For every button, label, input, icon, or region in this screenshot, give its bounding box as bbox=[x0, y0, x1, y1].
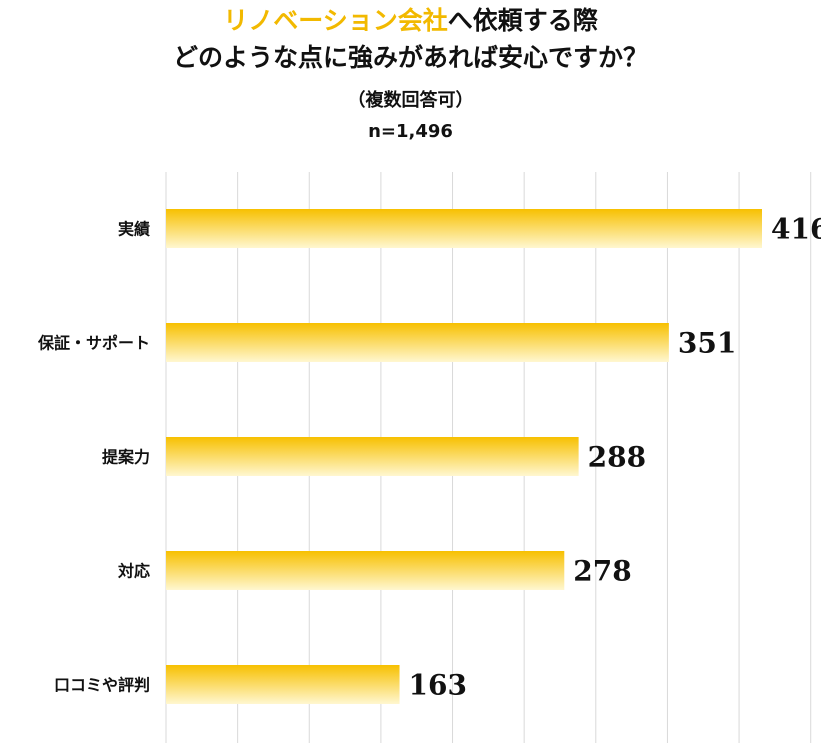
chart-title-line2: どのような点に強みがあれば安心ですか？ bbox=[172, 43, 648, 72]
bar bbox=[166, 551, 565, 590]
bars-group: 実績 416 保証・サポート 351 提案力 288 対応 278 口コミや評判 163 bbox=[37, 209, 821, 704]
value-label: 351 bbox=[678, 327, 736, 360]
value-label: 163 bbox=[409, 669, 467, 702]
value-label: 416 bbox=[771, 213, 821, 246]
chart-title-highlight: リノベーション会社 bbox=[223, 6, 448, 35]
value-label: 288 bbox=[588, 441, 646, 474]
chart-title-line1: リノベーション会社へ依頼する際 bbox=[0, 6, 821, 36]
category-label: 対応 bbox=[117, 562, 150, 581]
bar bbox=[166, 437, 579, 476]
category-label: 口コミや評判 bbox=[54, 676, 150, 695]
chart-title-rest: へ依頼する際 bbox=[447, 6, 598, 35]
bar bbox=[166, 209, 762, 248]
category-label: 実績 bbox=[118, 220, 150, 239]
multiple-answer-note: （複数回答可） bbox=[347, 90, 474, 111]
sample-size: n=1,496 bbox=[368, 121, 453, 142]
value-label: 278 bbox=[573, 555, 631, 588]
category-label: 提案力 bbox=[102, 448, 150, 467]
bar bbox=[166, 665, 400, 704]
category-label: 保証・サポート bbox=[37, 334, 150, 353]
bar bbox=[166, 323, 669, 362]
